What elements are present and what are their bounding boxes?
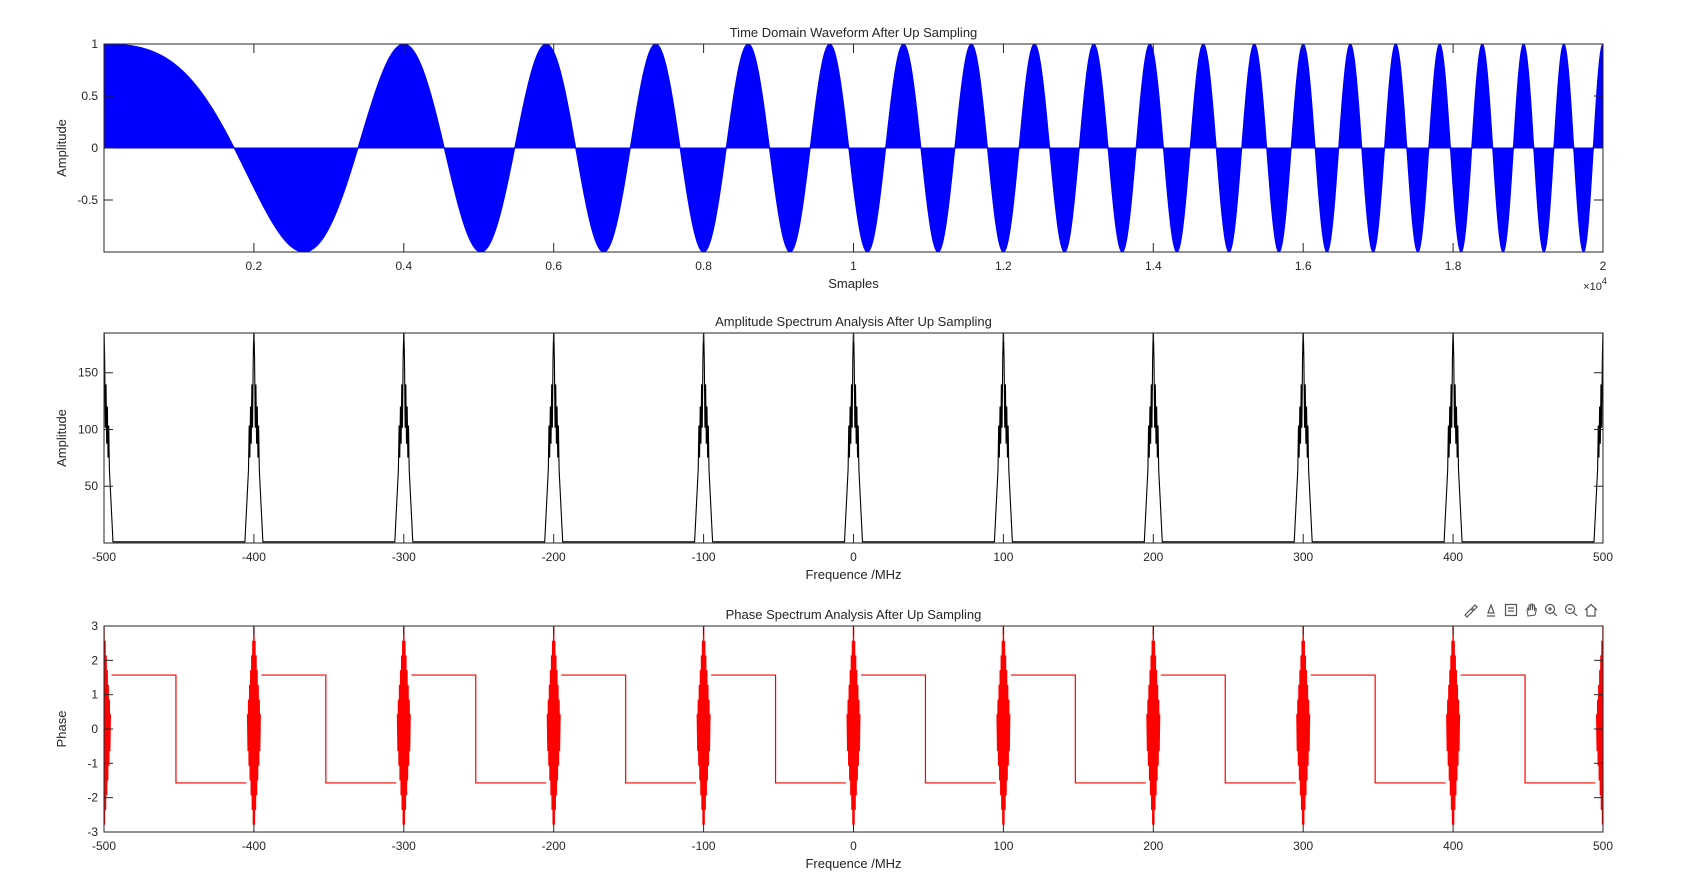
datatips-icon[interactable] [1502, 601, 1520, 619]
x-tick-label: 100 [993, 839, 1013, 853]
x-axis-label: Frequence /MHz [805, 567, 901, 582]
phase-oscillation [1296, 626, 1311, 825]
y-tick-label: 0 [91, 722, 98, 736]
chart-title: Amplitude Spectrum Analysis After Up Sam… [715, 314, 992, 329]
chart-title: Phase Spectrum Analysis After Up Samplin… [726, 607, 982, 622]
x-tick-label: -100 [692, 550, 716, 564]
y-tick-label: -1 [87, 756, 98, 770]
x-tick-label: 2 [1600, 259, 1607, 273]
x-tick-label: 100 [993, 550, 1013, 564]
x-tick-label: 1.4 [1145, 259, 1162, 273]
brush-icon-glyph [1464, 604, 1478, 618]
x-tick-label: 200 [1143, 550, 1163, 564]
phase-steps [111, 674, 1596, 784]
x-axis-label: Smaples [828, 276, 879, 291]
home-icon[interactable] [1582, 601, 1600, 619]
waveform-series [104, 44, 1603, 252]
x-tick-label: 0.8 [695, 259, 712, 273]
x-exponent-base: ×10 [1583, 281, 1602, 293]
x-tick-label: 300 [1293, 839, 1313, 853]
chart-2: -500 -400 -300 -200 -100 0 100 200 300 400 500 50 10… [54, 314, 1613, 582]
x-tick-label: -200 [542, 839, 566, 853]
x-tick-label: -300 [392, 839, 416, 853]
y-tick-label: 3 [91, 619, 98, 633]
phase-oscillation [996, 626, 1011, 825]
y-tick-label: 100 [78, 422, 98, 436]
y-tick-label: -0.5 [77, 193, 98, 207]
y-tick-label: 2 [91, 653, 98, 667]
zoom-in-icon-glyph [1544, 603, 1558, 617]
x-tick-label: 1.2 [995, 259, 1012, 273]
y-tick-label: -2 [87, 791, 98, 805]
y-tick-label: 50 [85, 479, 99, 493]
x-axis-label: Frequence /MHz [805, 856, 901, 871]
x-tick-label: 500 [1593, 550, 1613, 564]
x-tick-label: -400 [242, 550, 266, 564]
y-tick-label: 0 [91, 141, 98, 155]
y-axis-label: Amplitude [54, 119, 69, 177]
y-tick-label: 1 [91, 37, 98, 51]
phase-oscillation [1446, 626, 1461, 825]
x-tick-label: 200 [1143, 839, 1163, 853]
series-group [104, 626, 1603, 825]
x-tick-label: -200 [542, 550, 566, 564]
phase-oscillation [1146, 626, 1161, 825]
phase-oscillation [104, 626, 111, 825]
amplitude-series [104, 333, 1603, 543]
series-group [104, 44, 1603, 252]
x-exponent-label: ×104 [1583, 276, 1607, 293]
x-tick-label: 400 [1443, 550, 1463, 564]
x-tick-label: 0.4 [395, 259, 412, 273]
x-tick-label: 1 [850, 259, 857, 273]
y-tick-label: 1 [91, 688, 98, 702]
zoom-in-icon[interactable] [1542, 601, 1560, 619]
chart-1: 0.2 0.4 0.6 0.8 1 1.2 1.4 1.6 1.8 2 -0.5 0 0.5 1 Time … [54, 25, 1607, 293]
phase-oscillation [246, 626, 261, 825]
y-tick-label: -3 [87, 825, 98, 839]
y-axis-label: Amplitude [54, 409, 69, 467]
x-tick-label: -500 [92, 550, 116, 564]
phase-oscillation [546, 626, 561, 825]
zoom-out-icon[interactable] [1562, 601, 1580, 619]
series-group [104, 333, 1603, 543]
brush-icon[interactable] [1462, 601, 1480, 619]
x-tick-label: 1.8 [1445, 259, 1462, 273]
phase-oscillation [396, 626, 411, 825]
x-tick-label: 0.6 [545, 259, 562, 273]
y-axis-label: Phase [54, 711, 69, 748]
pan-icon[interactable] [1522, 601, 1540, 619]
home-icon-glyph [1584, 603, 1598, 617]
y-tick-label: 150 [78, 366, 98, 380]
zoom-out-icon-glyph [1564, 603, 1578, 617]
x-tick-label: -500 [92, 839, 116, 853]
phase-oscillation [1596, 626, 1603, 825]
axes-toolbar [1462, 601, 1600, 619]
x-tick-label: 500 [1593, 839, 1613, 853]
x-exponent-power: 4 [1602, 276, 1607, 286]
y-tick-label: 0.5 [81, 89, 98, 103]
x-tick-label: 0 [850, 550, 857, 564]
phase-oscillation [846, 626, 861, 825]
x-tick-label: -100 [692, 839, 716, 853]
x-tick-label: 0.2 [246, 259, 263, 273]
export-icon[interactable] [1482, 601, 1500, 619]
export-icon-glyph [1487, 603, 1495, 617]
pan-icon-glyph [1526, 603, 1538, 617]
x-tick-label: 0 [850, 839, 857, 853]
chart-3: -500 -400 -300 -200 -100 0 100 200 300 400 500 -3 -2… [54, 607, 1613, 871]
phase-oscillation [696, 626, 711, 825]
x-tick-label: 300 [1293, 550, 1313, 564]
datatips-icon-glyph [1504, 603, 1518, 617]
chart-title: Time Domain Waveform After Up Sampling [730, 25, 978, 40]
x-tick-label: 400 [1443, 839, 1463, 853]
x-tick-label: -400 [242, 839, 266, 853]
axes-box [103, 332, 1604, 544]
x-tick-label: 1.6 [1295, 259, 1312, 273]
x-tick-label: -300 [392, 550, 416, 564]
